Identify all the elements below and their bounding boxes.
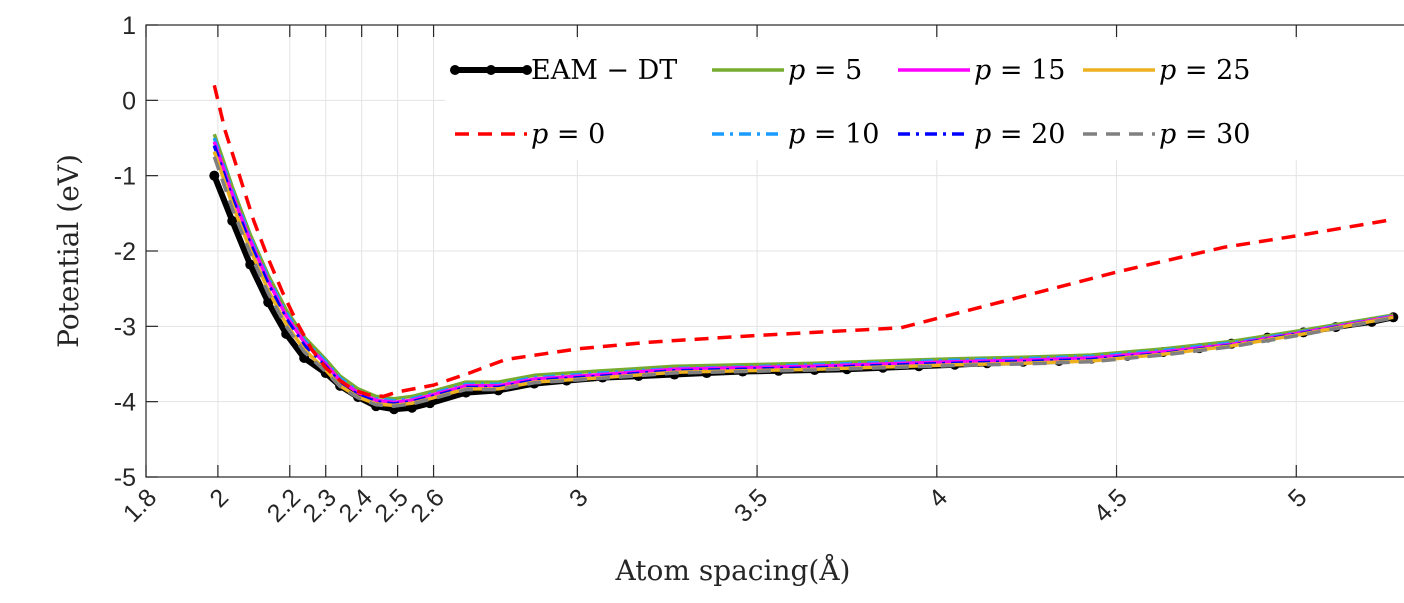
legend-label-p-20: p = 20: [974, 119, 1065, 150]
data-point: [263, 297, 274, 308]
y-tick-label: 1: [122, 12, 136, 40]
x-tick-label: 5: [1283, 483, 1313, 513]
y-tick-label: -5: [114, 464, 136, 492]
x-tick-label: 2.6: [405, 483, 449, 527]
legend-marker: [450, 65, 460, 75]
legend-label-p-0: p = 0: [531, 119, 605, 150]
legend-label-eam-dt: EAM − DT: [531, 55, 677, 86]
series-line-p-0: [212, 84, 1394, 399]
data-point: [245, 259, 256, 270]
y-tick-label: -3: [114, 313, 136, 341]
x-tick-label: 3.5: [729, 483, 773, 527]
data-point: [209, 170, 220, 181]
legend-marker: [522, 65, 532, 75]
series-line-p-15: [212, 141, 1394, 405]
y-tick-label: 0: [122, 87, 136, 115]
y-axis-label: Potential (eV): [52, 154, 85, 348]
y-tick-label: -1: [114, 163, 136, 191]
legend-marker: [486, 65, 496, 75]
y-tick-label: -2: [114, 238, 136, 266]
legend-label-p-25: p = 25: [1159, 55, 1250, 86]
x-tick-label: 3: [564, 483, 594, 513]
x-tick-label: 2: [205, 483, 235, 513]
series-line-p-30: [212, 156, 1394, 408]
legend-label-p-5: p = 5: [788, 55, 862, 86]
y-tick-label: -4: [114, 389, 136, 417]
x-tick-label: 4.5: [1088, 483, 1132, 527]
axis-ticks: [145, 24, 1297, 478]
legend-label-p-15: p = 15: [974, 55, 1065, 86]
y-tick-labels: 1 0 -1 -2 -3 -4 -5: [114, 12, 136, 492]
data-point: [227, 215, 238, 226]
x-tick-label: 4: [923, 483, 953, 513]
x-axis-label: Atom spacing(Å): [615, 554, 851, 587]
legend-label-p-10: p = 10: [788, 119, 879, 150]
series-group: [209, 84, 1399, 415]
legend-label-p-30: p = 30: [1159, 119, 1250, 150]
legend: EAM − DT p = 5 p = 15 p = 25 p = 0 p = 10 p = …: [445, 40, 1404, 160]
legend-background: [445, 40, 1404, 160]
x-tick-labels: 1.822.22.32.42.52.633.544.555.5: [118, 483, 1313, 527]
